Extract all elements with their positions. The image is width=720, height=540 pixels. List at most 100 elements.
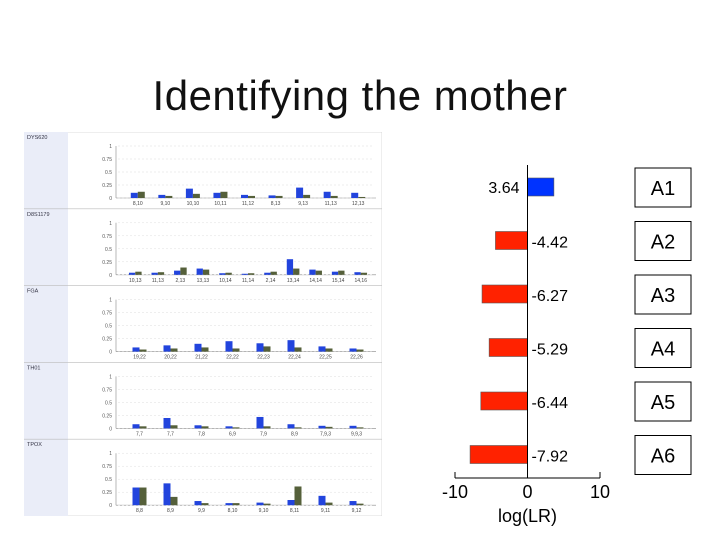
allele-label: 8,9 <box>291 431 298 437</box>
frequency-bar <box>130 192 138 198</box>
panel-y-tick: 0.5 <box>105 477 112 483</box>
frequency-bar <box>137 191 145 198</box>
frequency-bar <box>165 195 173 198</box>
frequency-bar <box>213 192 221 198</box>
frequency-bar <box>356 427 364 429</box>
allele-label: 6,9 <box>229 431 236 437</box>
panel-y-tick: 0.25 <box>102 260 112 266</box>
candidate-box <box>634 328 692 368</box>
panel-y-tick: 1 <box>109 298 112 304</box>
panel-y-tick: 0 <box>109 196 112 202</box>
allele-label: 7,9,3 <box>320 431 331 437</box>
allele-label: 9,11 <box>321 508 331 514</box>
allele-label: 9,10 <box>259 508 269 514</box>
frequency-bar <box>263 503 271 506</box>
marker-column <box>24 132 68 516</box>
panel-y-tick: 0 <box>109 350 112 356</box>
candidate-label: A5 <box>651 392 675 414</box>
frequency-bar <box>201 503 209 506</box>
frequency-bar <box>132 487 140 506</box>
lr-x-tick-label: -10 <box>442 482 468 502</box>
candidate-label: A6 <box>651 446 675 468</box>
allele-label: 11,13 <box>152 278 164 284</box>
lr-value: -5.29 <box>532 342 569 359</box>
allele-label: 7,8 <box>198 431 205 437</box>
candidate-box <box>634 221 692 261</box>
frequency-bar <box>163 345 171 352</box>
frequency-bar <box>275 195 283 198</box>
panel-y-tick: 0.75 <box>102 157 112 163</box>
allele-label: 9,12 <box>352 508 362 514</box>
frequency-bar <box>256 502 264 506</box>
allele-label: 8,10 <box>133 201 143 207</box>
frequency-bar <box>185 188 193 198</box>
lr-value: -7.92 <box>532 449 569 466</box>
frequency-bar <box>170 496 178 506</box>
frequency-bar <box>349 348 357 352</box>
frequency-bar <box>263 426 271 429</box>
frequency-bar <box>323 191 331 198</box>
lr-value: -4.42 <box>532 235 569 252</box>
allele-label: 10,11 <box>214 201 226 207</box>
frequency-bar <box>139 349 147 352</box>
marker-name: D8S1179 <box>27 212 50 218</box>
allele-label: 8,11 <box>290 508 300 514</box>
frequency-bar <box>132 347 140 352</box>
panel-y-tick: 1 <box>109 451 112 457</box>
candidate-box <box>634 381 692 422</box>
frequency-bar <box>151 272 158 275</box>
frequency-bar <box>318 346 326 352</box>
frequency-bar <box>287 500 295 506</box>
allele-label: 2,14 <box>266 278 276 284</box>
frequency-bar <box>194 501 202 506</box>
allele-label: 2,13 <box>175 278 185 284</box>
lr-value: -6.44 <box>532 395 569 412</box>
candidate-label: A2 <box>651 232 675 254</box>
frequency-bar <box>303 194 311 198</box>
frequency-bar <box>219 273 226 275</box>
panel-y-tick: 0.75 <box>102 311 112 317</box>
log-lr-chart: 3.64 A1 -4.42 A2 -6.27 A3 -5.29 A4 -6.44 A5 -7.92 A… <box>442 165 692 526</box>
panel-y-tick: 0 <box>109 273 112 279</box>
frequency-bar <box>325 426 333 429</box>
frequency-bar <box>325 502 333 506</box>
frequency-bar <box>158 194 166 198</box>
frequency-bar <box>358 196 366 198</box>
frequency-bar <box>325 348 333 352</box>
frequency-bar <box>220 191 228 198</box>
lr-bar <box>527 177 555 197</box>
candidate-box <box>634 167 692 208</box>
frequency-bar <box>294 486 302 506</box>
frequency-bar <box>194 425 202 429</box>
frequency-bar <box>170 348 178 352</box>
panel-y-tick: 0.25 <box>102 413 112 419</box>
lr-x-axis-label: log(LR) <box>498 506 557 526</box>
allele-label: 11,14 <box>242 278 254 284</box>
frequency-bar <box>349 425 357 429</box>
frequency-bar <box>315 270 322 275</box>
candidate-label: A1 <box>651 178 675 200</box>
panel-y-tick: 0.25 <box>102 183 112 189</box>
panel-y-tick: 0.75 <box>102 464 112 470</box>
frequency-bar <box>241 273 248 275</box>
panel-y-tick: 1 <box>109 144 112 150</box>
frequency-bar <box>232 427 240 429</box>
allele-label: 8,9 <box>167 508 174 514</box>
frequency-bar <box>294 347 302 352</box>
frequency-bar <box>287 340 295 352</box>
candidate-box <box>634 435 692 475</box>
frequency-bar <box>196 268 203 275</box>
frequency-bar <box>351 192 359 198</box>
frequency-bar <box>194 343 202 352</box>
frequency-bar <box>248 273 255 275</box>
panel-y-tick: 1 <box>109 374 112 380</box>
lr-x-tick-label: 0 <box>522 482 532 502</box>
frequency-bar <box>225 341 233 352</box>
allele-label: 22,24 <box>288 355 301 361</box>
frequency-bar <box>360 272 368 275</box>
panel-y-tick: 0.25 <box>102 490 112 496</box>
lr-bar <box>469 445 528 464</box>
panels-frame <box>24 132 382 516</box>
frequency-bar <box>202 269 210 275</box>
frequency-bar <box>163 418 171 429</box>
